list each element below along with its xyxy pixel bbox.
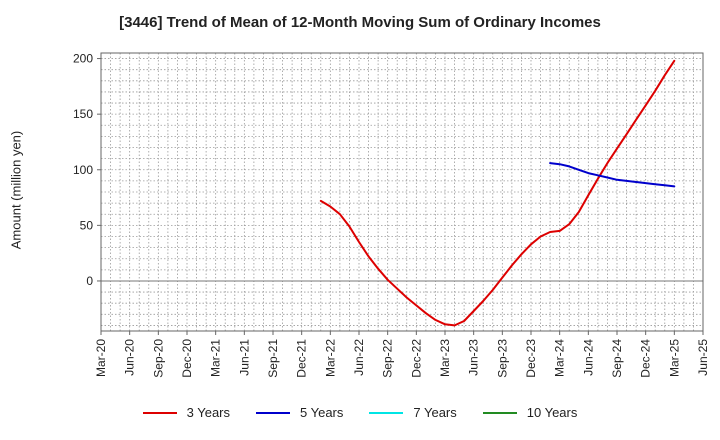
legend-item-3-years: 3 Years	[142, 405, 230, 420]
x-tick-label: Jun-23	[467, 339, 481, 376]
x-tick-label: Jun-24	[581, 339, 595, 376]
plot-frame	[100, 52, 704, 332]
line-chart: 0 50 100 150 200 Mar-20 Jun-20 Sep-20 Dec-20 Mar-…	[73, 52, 710, 378]
x-tick-label: Jun-20	[123, 339, 137, 376]
legend-swatch-7-years	[369, 411, 404, 414]
y-tick-label: 50	[80, 218, 94, 232]
y-tick-label: 150	[73, 107, 93, 121]
x-tick-label: Jun-22	[352, 339, 366, 376]
x-tick-label: Dec-24	[639, 339, 653, 378]
x-tick-label: Dec-23	[524, 339, 538, 378]
chart-title: [3446] Trend of Mean of 12-Month Moving …	[119, 14, 601, 31]
series-line-3-years	[319, 59, 676, 327]
x-tick-label: Dec-22	[409, 339, 423, 378]
legend-swatch-10-years	[482, 411, 517, 414]
x-tick-label: Jun-21	[237, 339, 251, 376]
x-tick-label: Mar-20	[94, 339, 108, 377]
legend-label-3-years: 3 Years	[186, 405, 230, 420]
x-tick-label: Mar-22	[323, 339, 337, 377]
x-tick-label: Mar-24	[553, 339, 567, 377]
x-tick-label: Sep-21	[266, 339, 280, 378]
x-tick-label: Sep-20	[151, 339, 165, 378]
y-tick-label: 200	[73, 52, 93, 66]
x-tick-label: Sep-22	[381, 339, 395, 378]
x-tick-label: Mar-23	[438, 339, 452, 377]
legend-swatch-5-years	[256, 411, 290, 414]
x-tick-label: Mar-25	[667, 339, 681, 377]
x-tick-label: Dec-20	[180, 339, 194, 378]
legend-item-10-years: 10 Years	[482, 405, 578, 420]
legend-swatch-3-years	[142, 411, 177, 414]
legend-item-5-years: 5 Years	[256, 405, 343, 420]
x-tick-label: Dec-21	[295, 339, 309, 378]
legend-label-10-years: 10 Years	[526, 405, 578, 420]
x-tick-label: Jun-25	[696, 339, 710, 376]
legend-label-7-years: 7 Years	[413, 405, 457, 420]
x-tick-label: Sep-23	[495, 339, 509, 378]
legend-item-7-years: 7 Years	[369, 405, 457, 420]
y-tick-label: 0	[86, 274, 93, 288]
y-tick-label: 100	[73, 163, 93, 177]
series-line-5-years	[549, 162, 676, 188]
legend-label-5-years: 5 Years	[300, 405, 344, 420]
x-tick-label: Sep-24	[610, 339, 624, 378]
legend: 3 Years 5 Years 7 Years 10 Years	[0, 405, 720, 420]
x-tick-label: Mar-21	[209, 339, 223, 377]
